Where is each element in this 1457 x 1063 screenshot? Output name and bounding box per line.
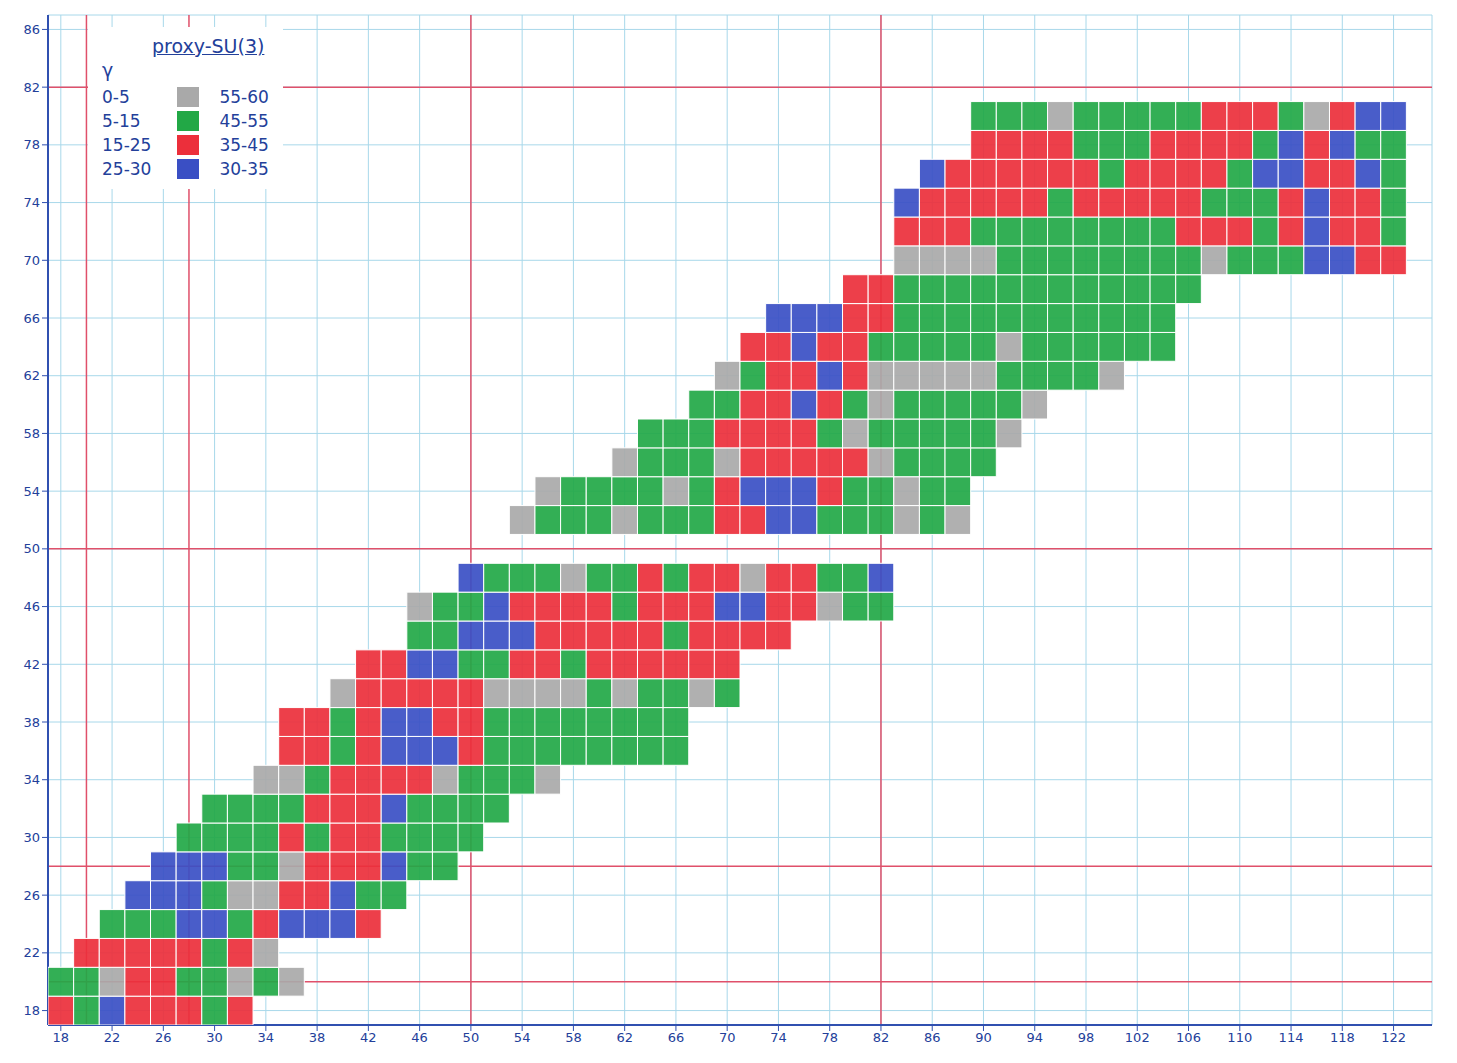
svg-text:50: 50 (463, 1030, 480, 1045)
svg-text:54: 54 (514, 1030, 531, 1045)
svg-text:58: 58 (23, 426, 40, 441)
svg-text:94: 94 (1026, 1030, 1043, 1045)
svg-text:70: 70 (23, 253, 40, 268)
svg-text:110: 110 (1227, 1030, 1252, 1045)
svg-text:38: 38 (23, 715, 40, 730)
svg-text:46: 46 (411, 1030, 428, 1045)
html-text:55-60: 55-60 (219, 87, 269, 107)
svg-text:66: 66 (668, 1030, 685, 1045)
svg-text:30: 30 (23, 830, 40, 845)
html-text:30-35: 30-35 (219, 159, 269, 179)
svg-text:78: 78 (821, 1030, 838, 1045)
svg-text:98: 98 (1078, 1030, 1095, 1045)
svg-text:102: 102 (1125, 1030, 1150, 1045)
svg-text:122: 122 (1381, 1030, 1406, 1045)
svg-text:34: 34 (23, 772, 40, 787)
svg-text:74: 74 (23, 195, 40, 210)
svg-text:54: 54 (23, 484, 40, 499)
svg-text:18: 18 (23, 1003, 40, 1018)
svg-text:70: 70 (719, 1030, 736, 1045)
svg-text:90: 90 (975, 1030, 992, 1045)
html-text:35-45: 35-45 (219, 135, 269, 155)
html-text:45-55: 45-55 (219, 111, 269, 131)
svg-text:22: 22 (23, 945, 40, 960)
svg-text:114: 114 (1279, 1030, 1304, 1045)
svg-text:18: 18 (53, 1030, 70, 1045)
svg-text:22: 22 (104, 1030, 121, 1045)
svg-text:42: 42 (360, 1030, 377, 1045)
svg-text:82: 82 (873, 1030, 890, 1045)
svg-text:26: 26 (155, 1030, 172, 1045)
svg-text:86: 86 (924, 1030, 941, 1045)
svg-text:46: 46 (23, 599, 40, 614)
svg-text:58: 58 (565, 1030, 582, 1045)
svg-text:62: 62 (616, 1030, 633, 1045)
svg-text:106: 106 (1176, 1030, 1201, 1045)
svg-text:74: 74 (770, 1030, 787, 1045)
svg-text:34: 34 (258, 1030, 275, 1045)
svg-text:62: 62 (23, 368, 40, 383)
svg-text:26: 26 (23, 888, 40, 903)
svg-text:42: 42 (23, 657, 40, 672)
html-text:0-5: 0-5 (102, 87, 130, 107)
svg-text:30: 30 (206, 1030, 223, 1045)
svg-text:66: 66 (23, 311, 40, 326)
svg-text:82: 82 (23, 80, 40, 95)
svg-text:38: 38 (309, 1030, 326, 1045)
html-text:5-15: 5-15 (102, 111, 141, 131)
html-text:15-25: 15-25 (102, 135, 152, 155)
html-text:proxy-SU(3): proxy-SU(3) (152, 35, 265, 57)
svg-text:118: 118 (1330, 1030, 1355, 1045)
svg-text:78: 78 (23, 137, 40, 152)
svg-text:50: 50 (23, 541, 40, 556)
svg-text:86: 86 (23, 22, 40, 37)
html-text:γ: γ (102, 59, 114, 81)
html-text:25-30: 25-30 (102, 159, 152, 179)
